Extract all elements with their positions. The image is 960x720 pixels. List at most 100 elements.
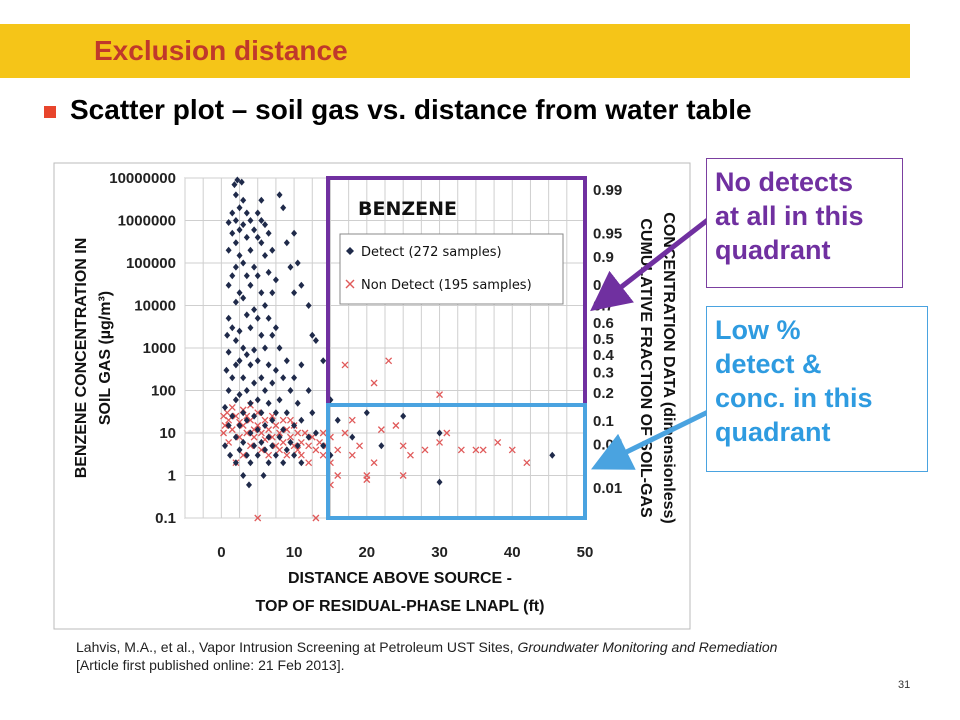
detect-point bbox=[243, 233, 250, 241]
detect-point bbox=[232, 298, 239, 306]
detect-point bbox=[265, 229, 272, 237]
citation-journal: Groundwater Monitoring and Remediation bbox=[517, 639, 778, 655]
detect-point bbox=[247, 459, 254, 467]
y-tick-label: 100000 bbox=[126, 255, 176, 272]
detect-point bbox=[269, 442, 276, 450]
x-tick-label: 20 bbox=[358, 544, 375, 561]
detect-point bbox=[258, 409, 265, 417]
detect-point bbox=[280, 204, 287, 212]
detect-point bbox=[265, 314, 272, 322]
detect-point bbox=[291, 229, 298, 237]
detect-point bbox=[291, 289, 298, 297]
callout-lower-line-2: detect & bbox=[715, 349, 822, 379]
x-axis-label-line-2: TOP OF RESIDUAL-PHASE LNAPL (ft) bbox=[256, 598, 545, 615]
non-detect-point bbox=[406, 451, 414, 459]
detect-point bbox=[258, 239, 265, 247]
y-tick-label: 10000000 bbox=[109, 170, 176, 187]
detect-point bbox=[240, 438, 247, 446]
non-detect-point bbox=[246, 416, 254, 424]
detect-point bbox=[229, 229, 236, 237]
detect-point bbox=[262, 252, 268, 260]
non-detect-point bbox=[436, 391, 444, 399]
detect-point bbox=[240, 409, 247, 417]
x-tick-label: 0 bbox=[217, 544, 225, 561]
detect-point bbox=[280, 459, 287, 467]
non-detect-point bbox=[472, 446, 480, 454]
detect-point bbox=[436, 478, 443, 486]
non-detect-point bbox=[232, 412, 240, 420]
y2-axis-label-line-2: CONCENTRATION DATA (dimensionless) bbox=[660, 212, 677, 523]
detect-point bbox=[225, 348, 232, 356]
non-detect-point bbox=[312, 446, 320, 454]
detect-point bbox=[305, 387, 312, 394]
non-detect-point bbox=[436, 438, 444, 446]
detect-point bbox=[349, 433, 356, 441]
detect-point bbox=[262, 387, 268, 394]
callout-lower-quadrant: Low % detect & conc. in this quadrant bbox=[706, 306, 928, 472]
detect-point bbox=[251, 412, 258, 420]
y-tick-label: 1000 bbox=[143, 340, 176, 357]
detect-point bbox=[251, 379, 258, 387]
lower-quadrant-box bbox=[326, 403, 587, 520]
y-tick-label: 1 bbox=[168, 468, 176, 485]
y-tick-label: 10000 bbox=[134, 298, 176, 315]
detect-point bbox=[265, 268, 272, 276]
detect-point bbox=[265, 433, 272, 441]
detect-point bbox=[283, 239, 290, 247]
detect-point bbox=[436, 429, 443, 437]
non-detect-point bbox=[305, 442, 313, 450]
detect-point bbox=[243, 209, 250, 217]
detect-point bbox=[287, 263, 294, 271]
detect-point bbox=[240, 196, 247, 204]
detect-point bbox=[236, 422, 243, 430]
detect-point bbox=[378, 442, 385, 450]
non-detect-point bbox=[265, 451, 273, 459]
detect-point bbox=[283, 357, 290, 365]
legend-detect-label: Detect (272 samples) bbox=[361, 245, 502, 260]
detect-point bbox=[265, 399, 272, 407]
detect-point bbox=[247, 399, 254, 407]
detect-point bbox=[269, 379, 276, 387]
detect-point bbox=[236, 391, 243, 399]
arrow-lower bbox=[591, 409, 710, 470]
non-detect-point bbox=[286, 416, 294, 424]
detect-point bbox=[236, 446, 243, 454]
non-detect-point bbox=[319, 451, 327, 459]
detect-point bbox=[236, 226, 243, 234]
detect-point bbox=[251, 263, 258, 271]
legend-nondetect-marker bbox=[345, 279, 355, 289]
page-number: 31 bbox=[898, 679, 911, 691]
detect-point bbox=[240, 221, 247, 229]
detect-point bbox=[258, 289, 265, 297]
detect-point bbox=[254, 396, 261, 404]
y2-tick-label: 0.8 bbox=[593, 277, 614, 294]
detect-point bbox=[240, 294, 247, 302]
non-detect-point bbox=[236, 433, 244, 441]
non-detect-point bbox=[223, 409, 231, 417]
detect-point bbox=[400, 412, 407, 420]
detect-point bbox=[254, 451, 261, 459]
detect-point bbox=[234, 176, 241, 184]
detect-point bbox=[280, 426, 287, 434]
detect-point bbox=[247, 429, 254, 437]
detect-point bbox=[298, 361, 305, 369]
y-tick-label: 10 bbox=[159, 425, 176, 442]
detect-point bbox=[260, 472, 267, 479]
detect-point bbox=[236, 289, 243, 297]
non-detect-point bbox=[250, 433, 258, 441]
detect-point bbox=[269, 416, 276, 424]
detect-point bbox=[236, 252, 243, 260]
detect-point bbox=[254, 426, 261, 434]
detect-point bbox=[265, 361, 272, 369]
detect-point bbox=[225, 281, 232, 289]
detect-point bbox=[254, 357, 261, 365]
legend-box bbox=[339, 233, 564, 305]
non-detect-point bbox=[261, 416, 269, 424]
non-detect-point bbox=[479, 446, 487, 454]
detect-point bbox=[298, 459, 305, 467]
citation-text-1: Lahvis, M.A., et al., Vapor Intrusion Sc… bbox=[76, 639, 518, 655]
detect-point bbox=[276, 396, 283, 404]
detect-point bbox=[309, 331, 316, 339]
detect-point bbox=[251, 442, 258, 450]
